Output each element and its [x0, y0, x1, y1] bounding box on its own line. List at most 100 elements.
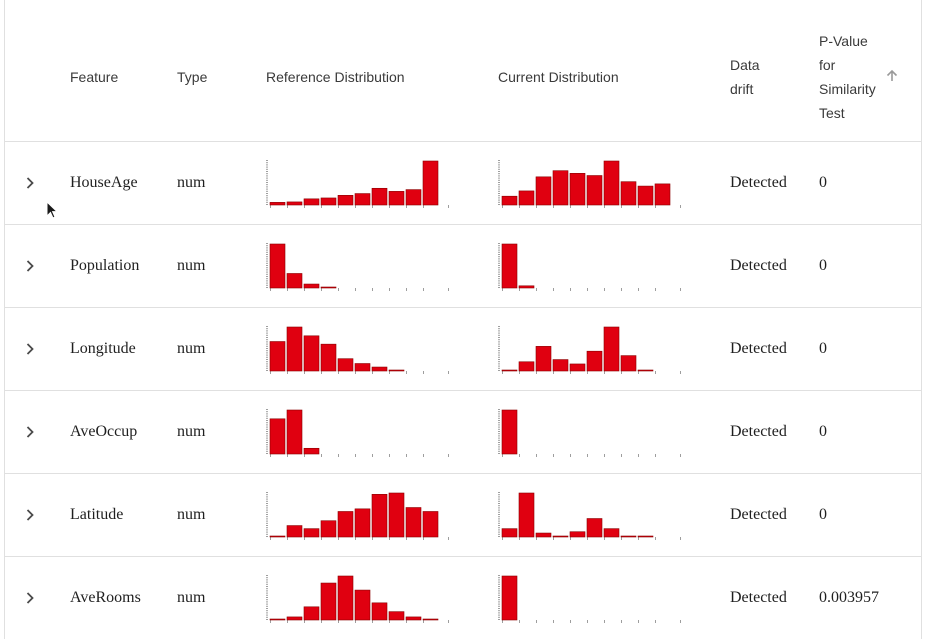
reference-histogram-x-tick [423, 537, 424, 540]
reference-histogram-axis-tick [266, 166, 268, 168]
reference-histogram-axis-tick [266, 330, 268, 332]
reference-histogram-x-tick [372, 371, 373, 374]
drift-status-cell: Detected [730, 174, 787, 191]
current-histogram-axis-tick [498, 588, 500, 590]
feature-type-cell: num [177, 506, 206, 523]
current-histogram-axis-tick [498, 182, 500, 183]
reference-histogram-bar [269, 243, 286, 289]
reference-histogram-axis-tick [266, 356, 268, 358]
reference-histogram-axis-tick [266, 193, 268, 194]
chevron-right-icon[interactable] [23, 175, 37, 191]
reference-histogram-axis-tick [266, 422, 268, 424]
table-row[interactable]: Latitude num Detected 0 [5, 474, 921, 557]
table-row[interactable]: Longitude num Detected 0 [5, 308, 921, 391]
reference-histogram-axis-tick [266, 417, 268, 419]
reference-histogram-axis-tick [266, 579, 268, 581]
current-histogram-x-tick [604, 288, 605, 291]
reference-histogram-axis-tick [266, 328, 268, 330]
current-histogram-x-tick [587, 620, 588, 623]
table-row[interactable]: Population num Detected 0 [5, 225, 921, 308]
feature-name-cell: Population [70, 257, 140, 274]
current-histogram-axis-tick [498, 348, 500, 349]
reference-distribution-chart [266, 243, 449, 291]
reference-histogram-axis-tick [266, 505, 268, 507]
table-row[interactable]: AveOccup num Detected 0 [5, 391, 921, 474]
reference-histogram-bar [354, 363, 371, 372]
reference-histogram-x-tick [389, 537, 390, 540]
mouse-cursor-icon [46, 201, 59, 219]
reference-histogram-x-tick [355, 454, 356, 457]
current-histogram-bar [518, 190, 535, 206]
current-histogram-x-tick [519, 371, 520, 374]
current-histogram-axis-tick [498, 605, 500, 607]
chevron-right-icon[interactable] [23, 507, 37, 523]
current-histogram-axis-tick [498, 282, 500, 284]
current-histogram-axis-tick [498, 254, 500, 255]
current-histogram-axis-tick [498, 520, 500, 522]
reference-histogram-x-tick [372, 454, 373, 457]
current-histogram-axis-tick [498, 258, 500, 260]
reference-histogram-axis-tick [266, 533, 268, 535]
chevron-right-icon[interactable] [23, 341, 37, 357]
reference-histogram-x-tick [287, 454, 288, 457]
current-histogram-x-tick [680, 537, 681, 540]
reference-histogram-x-tick [372, 620, 373, 623]
p-value-cell: 0 [819, 174, 827, 191]
reference-histogram-axis-tick [266, 273, 268, 275]
header-feature[interactable]: Feature [70, 69, 119, 85]
current-histogram-axis-tick [498, 363, 500, 365]
current-histogram-x-tick [553, 620, 554, 623]
chevron-right-icon[interactable] [23, 424, 37, 440]
reference-histogram-x-tick [389, 288, 390, 291]
reference-histogram-axis-tick [266, 507, 268, 509]
reference-histogram-axis-tick [266, 435, 268, 437]
table-row[interactable]: AveRooms num Detected 0.003957 [5, 557, 921, 639]
current-histogram-x-tick [502, 288, 503, 291]
reference-histogram-axis-tick [266, 179, 268, 181]
reference-histogram-axis-tick [266, 269, 268, 271]
reference-histogram-bar [320, 343, 337, 372]
current-histogram-bar [501, 243, 518, 289]
reference-histogram-axis-tick [266, 415, 268, 417]
header-type[interactable]: Type [177, 69, 208, 85]
reference-histogram-axis-tick [266, 204, 268, 205]
current-histogram-axis-tick [498, 444, 500, 446]
reference-histogram-x-tick [448, 205, 449, 208]
drift-status-cell: Detected [730, 257, 787, 274]
reference-histogram-x-tick [287, 288, 288, 291]
header-p-value[interactable]: P-Value for Similarity Test [819, 33, 876, 121]
reference-histogram-axis-tick [266, 500, 268, 502]
current-histogram-x-tick [587, 454, 588, 457]
header-current-distribution[interactable]: Current Distribution [498, 69, 619, 85]
header-data-drift[interactable]: Data drift [730, 57, 760, 97]
reference-histogram-axis-tick [266, 188, 268, 190]
reference-distribution-chart [266, 575, 449, 623]
reference-histogram-bar [388, 191, 405, 206]
reference-histogram-x-tick [304, 288, 305, 291]
current-histogram-axis-tick [498, 577, 500, 579]
current-histogram-bar [535, 176, 552, 206]
reference-histogram-axis-tick [266, 254, 268, 255]
p-value-cell: 0 [819, 506, 827, 523]
current-histogram-x-tick [587, 537, 588, 540]
table-row[interactable]: HouseAge num Detected 0 [5, 142, 921, 225]
reference-histogram-bar [303, 335, 320, 372]
reference-histogram-x-tick [406, 454, 407, 457]
reference-histogram-axis-tick [266, 597, 268, 598]
drift-status-cell: Detected [730, 423, 787, 440]
reference-histogram-axis-tick [266, 444, 268, 446]
current-histogram-axis-tick [498, 579, 500, 581]
reference-histogram-axis-tick [266, 177, 268, 179]
chevron-right-icon[interactable] [23, 590, 37, 606]
chevron-right-icon[interactable] [23, 258, 37, 274]
reference-histogram-axis-tick [266, 446, 268, 448]
current-histogram-axis-tick [498, 262, 500, 264]
reference-histogram-x-tick [321, 371, 322, 374]
reference-histogram-axis-tick [266, 345, 268, 347]
header-reference-distribution[interactable]: Reference Distribution [266, 69, 405, 85]
reference-histogram-axis-tick [266, 527, 268, 529]
current-histogram-bar [637, 185, 654, 206]
current-histogram-x-tick [502, 205, 503, 208]
arrow-up-icon[interactable] [884, 68, 900, 84]
reference-histogram-bar [269, 341, 286, 372]
